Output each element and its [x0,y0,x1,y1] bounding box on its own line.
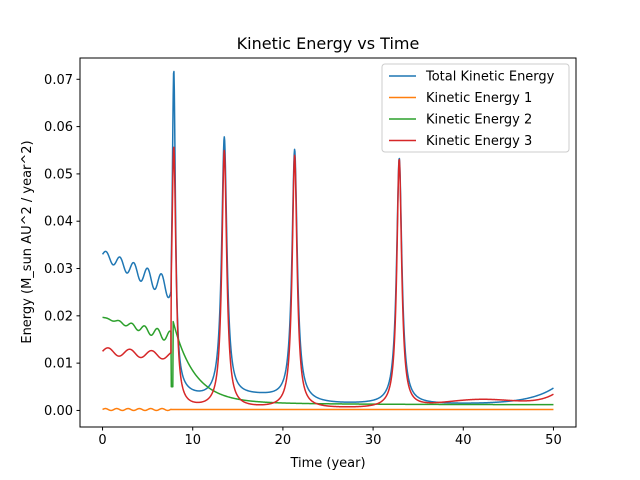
series-group [101,70,554,412]
series-line-ke3 [102,146,554,408]
y-tick-label: 0.04 [44,215,73,230]
x-tick-label: 30 [365,433,382,448]
x-tick-label: 10 [184,433,201,448]
y-tick-label: 0.05 [44,167,73,182]
x-tick-label: 20 [275,433,292,448]
legend-label: Kinetic Energy 2 [426,113,532,128]
x-axis-ticks: 0 10 20 30 40 50 [98,427,562,448]
y-tick-label: 0.07 [44,73,73,88]
series-line-ke1 [102,407,554,412]
y-axis-label: Energy (M_sun AU^2 / year^2) [20,140,35,343]
legend-label: Total Kinetic Energy [425,70,555,85]
y-tick-label: 0.03 [44,262,73,277]
axes-frame [79,57,577,428]
x-axis-label: Time (year) [289,456,365,471]
y-tick-label: 0.01 [44,357,73,372]
x-tick-label: 40 [455,433,472,448]
legend: Total Kinetic Energy Kinetic Energy 1 Kine… [381,63,570,153]
x-tick-label: 50 [545,433,562,448]
x-tick-label: 0 [98,433,106,448]
legend-label: Kinetic Energy 1 [426,91,532,106]
legend-box [381,63,570,153]
chart-title: Kinetic Energy vs Time [237,34,420,53]
legend-label: Kinetic Energy 3 [426,134,532,149]
y-axis-ticks: 0.00 0.01 0.02 0.03 0.04 0.05 0.06 0.07 [44,73,80,419]
plot-area [79,57,577,428]
y-tick-label: 0.02 [44,309,73,324]
y-tick-label: 0.00 [44,404,73,419]
y-tick-label: 0.06 [44,120,73,135]
